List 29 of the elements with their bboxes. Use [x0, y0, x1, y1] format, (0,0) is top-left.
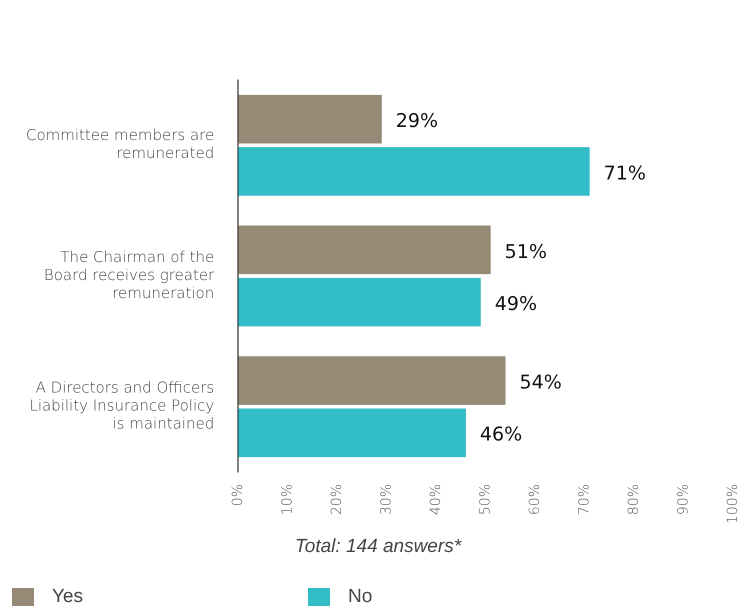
y-tick-label: Committee members are remunerated: [26, 126, 214, 162]
x-tick-label: 30%: [378, 484, 394, 516]
text: Total: 144 answers*: [294, 536, 462, 558]
x-tick-label: 80%: [626, 484, 642, 516]
x-tick-label: 10%: [279, 484, 296, 516]
x-tick-label: 40%: [428, 484, 444, 516]
legend-label: Yes: [52, 586, 83, 608]
bar: [238, 226, 491, 274]
x-tick-label: 60%: [526, 484, 543, 516]
data-label: 71%: [604, 162, 646, 184]
bar: [238, 147, 590, 196]
x-tick-label: 70%: [576, 484, 592, 516]
legend-label: No: [348, 586, 372, 608]
x-tick-label: 0%: [230, 484, 246, 506]
x-tick-label: 100%: [724, 484, 741, 524]
x-tick-label: 90%: [675, 484, 692, 516]
data-label: 49%: [494, 293, 538, 316]
x-tick-label: 20%: [328, 484, 345, 516]
bar: [238, 408, 466, 458]
data-label: 29%: [396, 110, 438, 132]
x-tick-label: 50%: [477, 484, 494, 516]
bar: [238, 278, 481, 326]
y-tick-label: A Directors and Officers Liability Insurance Policy is maintained: [29, 378, 214, 433]
data-label: 54%: [520, 371, 562, 394]
bar: [238, 356, 506, 405]
bar: [238, 94, 382, 144]
data-label: 51%: [504, 240, 547, 263]
data-label: 46%: [480, 424, 522, 446]
y-tick-label: The Chairman of the Board receives greater remuneration: [44, 248, 216, 302]
